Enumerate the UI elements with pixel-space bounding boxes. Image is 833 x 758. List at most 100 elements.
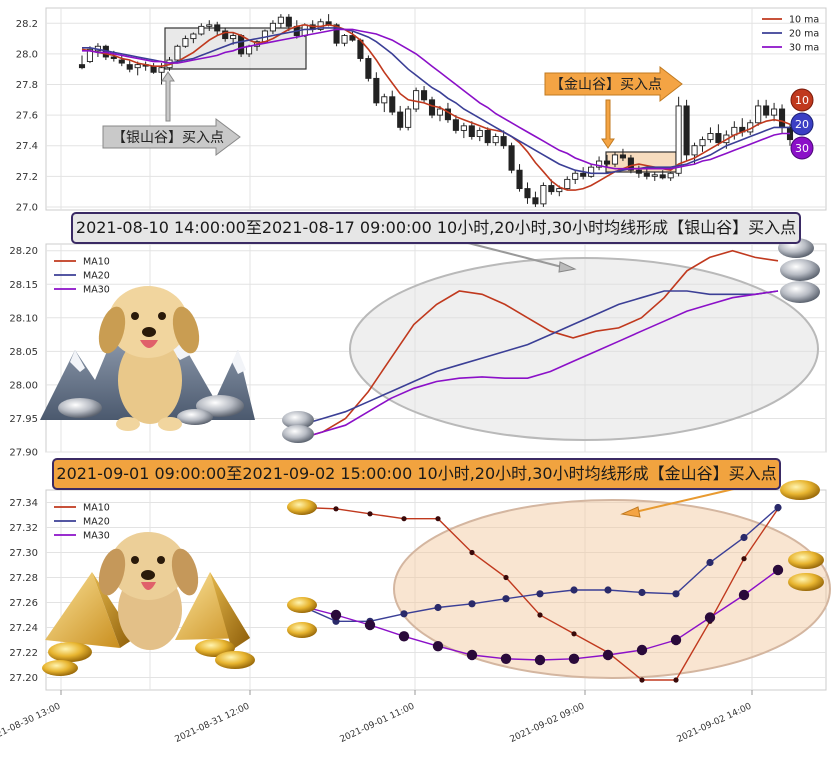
puppy-gold-image — [98, 532, 199, 650]
candle-body — [771, 108, 778, 116]
y-tick-label: 27.8 — [16, 80, 38, 91]
series-point — [364, 619, 376, 631]
candle-body — [508, 145, 515, 171]
candle-body — [532, 197, 539, 205]
candle-body — [707, 133, 714, 141]
legend-label: 30 ma — [789, 43, 819, 54]
badge-30-label: 30 — [795, 142, 809, 155]
series-points — [296, 503, 784, 683]
series-point — [536, 590, 544, 598]
y-tick-label: 28.00 — [9, 380, 38, 391]
candle-body — [619, 154, 626, 159]
puppy-image — [98, 286, 200, 431]
series-point — [500, 653, 512, 664]
badge-30 — [790, 136, 814, 160]
candle-body — [778, 108, 786, 128]
badge-20-label: 20 — [795, 118, 809, 131]
series-point — [534, 654, 546, 666]
badge-10-label: 10 — [795, 94, 809, 107]
y-tick-label: 27.34 — [9, 498, 38, 509]
candle-body — [405, 108, 412, 128]
candle-body — [333, 24, 340, 44]
y-tick-label: 27.22 — [9, 648, 38, 659]
series-point — [704, 612, 716, 623]
legend-label: 10 ma — [789, 15, 819, 26]
ma30-line — [82, 28, 790, 170]
candle-body — [126, 64, 133, 70]
x-tick-label: 2021-09-02 09:00 — [509, 702, 587, 745]
legend-label: MA30 — [83, 531, 110, 542]
series-point — [639, 677, 645, 683]
gold-arrow-down — [601, 99, 615, 149]
candle-body — [659, 174, 666, 179]
panel1-frame — [45, 7, 827, 211]
silver-ingots-image — [58, 395, 244, 425]
gold-label-arrow — [544, 65, 683, 103]
silver-valley-banner: 2021-08-10 14:00:00至2021-08-17 09:00:00 … — [71, 212, 801, 244]
series-point — [672, 590, 680, 598]
series-point — [670, 634, 682, 646]
series-point — [602, 649, 614, 661]
silver-highlight-ellipse — [349, 257, 819, 441]
gold-pointer-head — [620, 506, 641, 518]
badge-20 — [790, 112, 814, 136]
legend-label: MA10 — [83, 257, 110, 268]
series-point — [333, 506, 339, 512]
candle-body — [715, 133, 722, 144]
series-point — [638, 588, 646, 597]
ma10-line — [299, 249, 779, 440]
panel2-y-axis: 28.20 28.15 28.10 28.05 28.00 27.95 27.90 — [9, 246, 38, 458]
y-tick-label: 27.28 — [9, 573, 38, 584]
legend-label: MA20 — [83, 271, 110, 282]
series-point — [435, 516, 441, 522]
legend-label: MA30 — [83, 285, 110, 296]
series-point — [738, 589, 750, 601]
gold-pointer-line — [634, 487, 739, 513]
y-tick-label: 28.20 — [9, 246, 38, 257]
y-tick-label: 28.15 — [9, 280, 38, 291]
candle-body — [572, 172, 579, 180]
candle-body — [643, 172, 650, 177]
candle-body — [683, 105, 690, 156]
candle-body — [238, 35, 245, 55]
x-tick-label: 2021-08-31 12:00 — [174, 702, 252, 745]
candle-body — [269, 22, 276, 32]
x-tick-label: 2021-08-30 13:00 — [0, 702, 63, 745]
x-tick-label: 2021-09-02 14:00 — [676, 702, 754, 745]
y-tick-label: 28.0 — [16, 49, 38, 60]
candle-body — [214, 24, 221, 32]
candle-body — [190, 33, 197, 40]
x-tick-label: 2021-09-01 11:00 — [339, 702, 417, 745]
candle-body — [381, 96, 388, 104]
panel2-legend: MA10 MA20 MA30 — [54, 257, 110, 296]
candle-body — [468, 125, 475, 137]
series-point — [469, 549, 475, 556]
legend-label: 20 ma — [789, 29, 819, 40]
series-point — [537, 612, 543, 618]
silver-label-arrow — [102, 118, 241, 156]
candle-body — [691, 145, 698, 156]
candle-body — [436, 108, 444, 116]
candle-body — [285, 16, 292, 27]
legend-label: MA10 — [83, 503, 110, 514]
gold-ingots-image — [42, 639, 255, 676]
series-point — [367, 511, 373, 517]
candle-body — [763, 105, 770, 116]
candle-body — [492, 136, 499, 144]
candle-body — [397, 111, 404, 128]
series-point — [636, 644, 648, 656]
silver-valley-panel: 28.20 28.15 28.10 28.05 28.00 27.95 27.90 MA10… — [9, 238, 827, 459]
silver-ingot-stack-left — [282, 411, 314, 443]
series-point — [400, 610, 408, 618]
silver-arrow-up — [161, 71, 175, 122]
badge-10 — [790, 88, 814, 112]
y-tick-label: 27.90 — [9, 448, 38, 459]
candle-body — [755, 105, 762, 124]
series-point — [466, 649, 478, 661]
candle-body — [484, 129, 491, 144]
candle-body — [635, 169, 642, 174]
y-tick-label: 27.2 — [16, 172, 38, 183]
series-point — [568, 653, 580, 664]
y-tick-label: 28.2 — [16, 19, 38, 30]
